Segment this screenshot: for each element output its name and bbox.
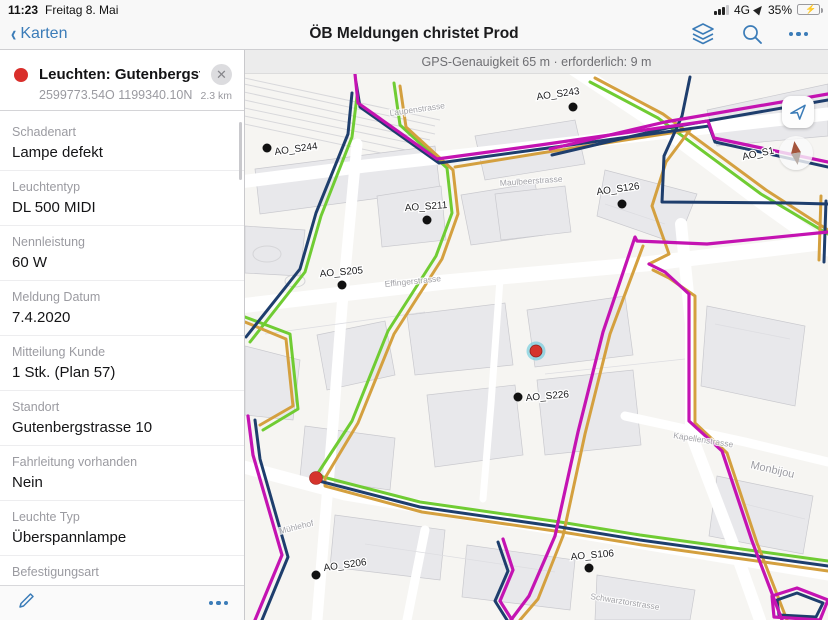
map-point-dot[interactable] bbox=[513, 392, 523, 402]
map-survey-points[interactable]: AO_S244 AO_S243 AO_S211 AO_S126 AO_S205 … bbox=[262, 85, 777, 580]
attribute-row: Schadenart Lampe defekt bbox=[0, 116, 244, 171]
svg-text:AO_S205: AO_S205 bbox=[319, 265, 364, 280]
utility-lines-green bbox=[245, 80, 828, 563]
map-point-dot[interactable] bbox=[422, 215, 432, 225]
layers-icon bbox=[691, 23, 714, 45]
layers-button[interactable] bbox=[691, 23, 715, 45]
page-title: ÖB Meldungen christet Prod bbox=[309, 25, 519, 42]
nav-bar: ‹ Karten ÖB Meldungen christet Prod bbox=[0, 19, 828, 50]
utility-lines-navy bbox=[245, 75, 828, 620]
panel-toolbar bbox=[0, 585, 244, 620]
utility-lines-orange bbox=[245, 76, 828, 620]
back-label: Karten bbox=[20, 25, 68, 42]
compass-button[interactable] bbox=[779, 136, 813, 170]
date: Freitag 8. Mai bbox=[45, 2, 119, 17]
map-point-dot[interactable] bbox=[311, 570, 321, 580]
selected-report-marker[interactable] bbox=[529, 344, 543, 358]
svg-text:AO_S106: AO_S106 bbox=[570, 548, 615, 563]
search-button[interactable] bbox=[741, 23, 763, 45]
report-marker[interactable] bbox=[309, 471, 323, 485]
locate-me-button[interactable] bbox=[782, 96, 814, 128]
attribute-row: Fahrleitung vorhanden Nein bbox=[0, 446, 244, 501]
gps-accuracy-banner: GPS-Genauigkeit 65 m · erforderlich: 9 m bbox=[245, 50, 828, 74]
map-point-dot[interactable] bbox=[584, 563, 594, 573]
feature-panel: Leuchten: Gutenbergstr... ✕ 2599773.54O … bbox=[0, 50, 245, 620]
report-markers[interactable] bbox=[309, 341, 546, 485]
attribute-row: Mitteilung Kunde 1 Stk. (Plan 57) bbox=[0, 336, 244, 391]
feature-coordinates: 2599773.54O 1199340.10N bbox=[39, 88, 193, 102]
attribute-row: Leuchte Typ Überspannlampe bbox=[0, 501, 244, 556]
attribute-row: Standort Gutenbergstrasse 10 bbox=[0, 391, 244, 446]
attribute-row: Nennleistung 60 W bbox=[0, 226, 244, 281]
gps-arrow-icon bbox=[790, 104, 806, 120]
compass-needle-icon bbox=[789, 140, 803, 166]
battery-icon: ⚡ bbox=[797, 4, 823, 15]
chevron-left-icon: ‹ bbox=[10, 21, 17, 46]
battery-percent: 35% bbox=[767, 2, 792, 17]
close-panel-button[interactable]: ✕ bbox=[211, 64, 232, 85]
edit-button[interactable] bbox=[16, 591, 36, 616]
status-bar: 11:23 Freitag 8. Mai 4G 35% ⚡ bbox=[0, 0, 828, 19]
search-icon bbox=[742, 25, 762, 44]
location-services-icon bbox=[753, 3, 765, 16]
network-type: 4G bbox=[733, 2, 750, 17]
pencil-icon bbox=[19, 592, 34, 608]
overflow-menu-button[interactable] bbox=[788, 31, 808, 37]
signal-icon bbox=[714, 4, 729, 15]
map-point-dot[interactable] bbox=[617, 199, 627, 209]
utility-lines-magenta bbox=[246, 74, 828, 620]
map-point-dot[interactable] bbox=[568, 102, 578, 112]
map-view[interactable]: GPS-Genauigkeit 65 m · erforderlich: 9 m bbox=[245, 50, 828, 620]
attribute-row: Meldung Datum 7.4.2020 bbox=[0, 281, 244, 336]
svg-text:AO_S226: AO_S226 bbox=[525, 389, 570, 404]
panel-more-button[interactable] bbox=[208, 600, 228, 606]
feature-title: Leuchten: Gutenbergstr... bbox=[39, 66, 200, 83]
map-point-dot[interactable] bbox=[337, 280, 347, 290]
map-point-dot[interactable] bbox=[262, 143, 272, 153]
attribute-list[interactable]: Schadenart Lampe defekt Leuchtentyp DL 5… bbox=[0, 116, 244, 585]
clock: 11:23 bbox=[8, 2, 39, 17]
svg-text:AO_S211: AO_S211 bbox=[404, 200, 448, 214]
back-button[interactable]: ‹ Karten bbox=[0, 21, 244, 46]
attribute-row: Befestigungsart bbox=[0, 556, 244, 585]
feature-panel-header: Leuchten: Gutenbergstr... ✕ 2599773.54O … bbox=[0, 50, 244, 111]
map-canvas[interactable]: AO_S244 AO_S243 AO_S211 AO_S126 AO_S205 … bbox=[245, 74, 828, 620]
panel-scrollbar[interactable] bbox=[239, 122, 242, 180]
feature-distance: 2.3 km bbox=[200, 90, 232, 102]
feature-marker-icon bbox=[14, 67, 28, 82]
attribute-row: Leuchtentyp DL 500 MIDI bbox=[0, 171, 244, 226]
